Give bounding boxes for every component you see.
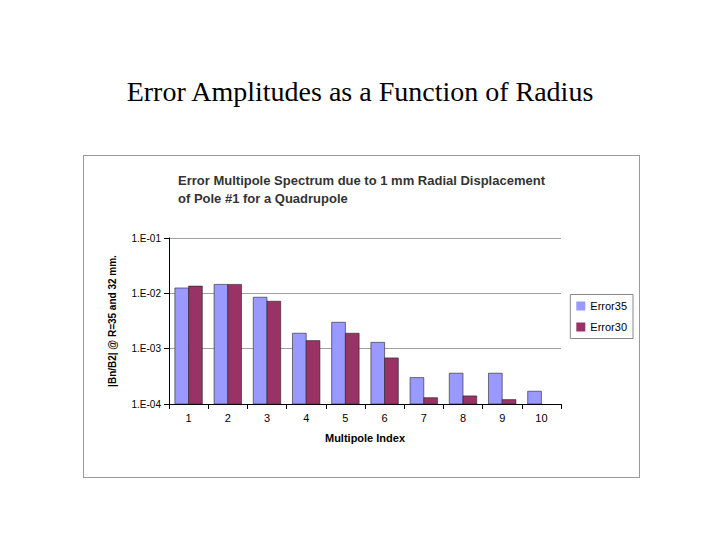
svg-text:Error30: Error30 xyxy=(590,321,627,333)
svg-text:8: 8 xyxy=(460,412,466,424)
svg-text:Error35: Error35 xyxy=(590,300,627,312)
svg-text:3: 3 xyxy=(264,412,270,424)
svg-text:9: 9 xyxy=(499,412,505,424)
svg-text:1: 1 xyxy=(186,412,192,424)
html-text:Error Amplitudes as a Function: Error Amplitudes as a Function of Radius xyxy=(126,76,594,107)
svg-text:4: 4 xyxy=(303,412,309,424)
svg-text:7: 7 xyxy=(421,412,427,424)
svg-text:1.E-02: 1.E-02 xyxy=(132,288,162,299)
svg-text:1.E-03: 1.E-03 xyxy=(132,343,162,354)
svg-text:6: 6 xyxy=(382,412,388,424)
svg-text:of Pole #1 for a Quadrupole: of Pole #1 for a Quadrupole xyxy=(178,191,348,206)
svg-text:Multipole Index: Multipole Index xyxy=(325,432,406,444)
svg-text:10: 10 xyxy=(535,412,547,424)
svg-text:1.E-01: 1.E-01 xyxy=(132,233,162,244)
svg-text:5: 5 xyxy=(342,412,348,424)
svg-text:2: 2 xyxy=(225,412,231,424)
svg-text:1.E-04: 1.E-04 xyxy=(132,399,162,410)
svg-text:|Bn/B2| @ R=35 and 32 mm.: |Bn/B2| @ R=35 and 32 mm. xyxy=(107,255,118,387)
svg-text:Error Multipole Spectrum due t: Error Multipole Spectrum due to 1 mm Rad… xyxy=(178,173,546,188)
